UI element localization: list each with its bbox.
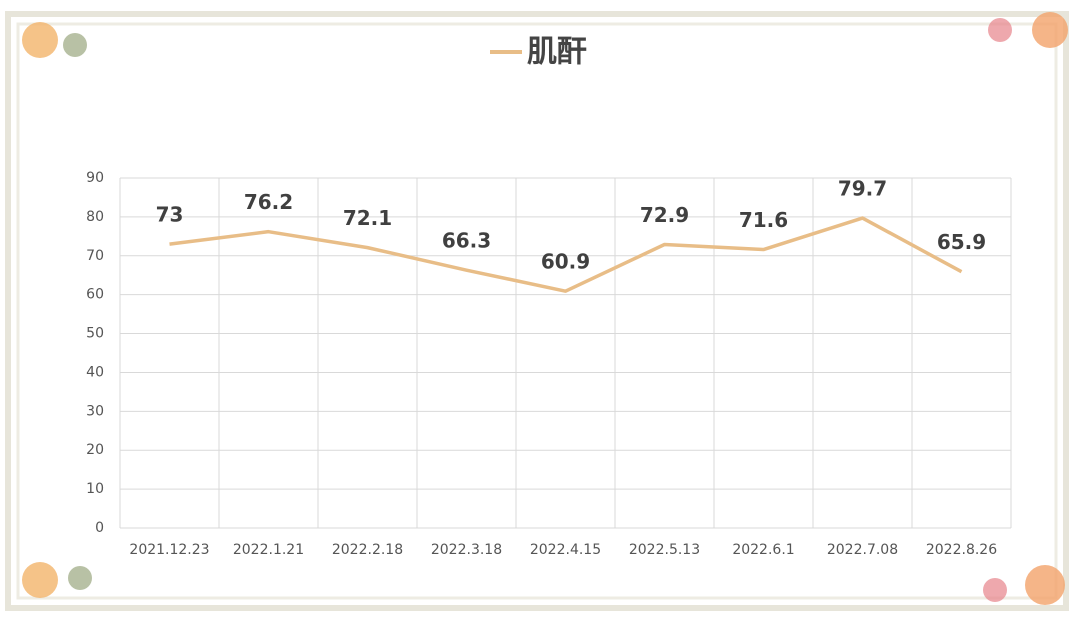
y-tick-label: 30 [86,403,104,419]
data-label: 66.3 [442,229,491,253]
x-tick-label: 2022.4.15 [530,542,601,558]
y-tick-label: 70 [86,248,104,264]
x-tick-label: 2022.8.26 [926,542,997,558]
x-tick-label: 2022.7.08 [827,542,898,558]
y-tick-label: 90 [86,170,104,186]
y-tick-label: 60 [86,287,104,303]
data-label: 76.2 [244,190,293,214]
x-tick-label: 2022.1.21 [233,542,304,558]
x-tick-label: 2022.3.18 [431,542,502,558]
decorative-frame [5,11,1069,611]
x-tick-label: 2022.2.18 [332,542,403,558]
y-tick-label: 50 [86,326,104,342]
data-label: 65.9 [937,230,986,254]
x-tick-label: 2021.12.23 [129,542,209,558]
data-label: 60.9 [541,250,590,274]
data-label: 73 [156,203,184,227]
x-tick-label: 2022.5.13 [629,542,700,558]
series-line [169,216,963,293]
data-label: 72.1 [343,206,392,230]
data-label: 72.9 [640,203,689,227]
y-tick-label: 20 [86,442,104,458]
x-tick-label: 2022.6.1 [732,542,794,558]
y-tick-label: 80 [86,209,104,225]
y-tick-label: 0 [95,520,104,536]
data-label: 79.7 [838,177,887,201]
y-tick-label: 10 [86,481,104,497]
data-label: 71.6 [739,208,788,232]
legend-label: 肌酐 [527,35,587,70]
y-tick-label: 40 [86,364,104,380]
